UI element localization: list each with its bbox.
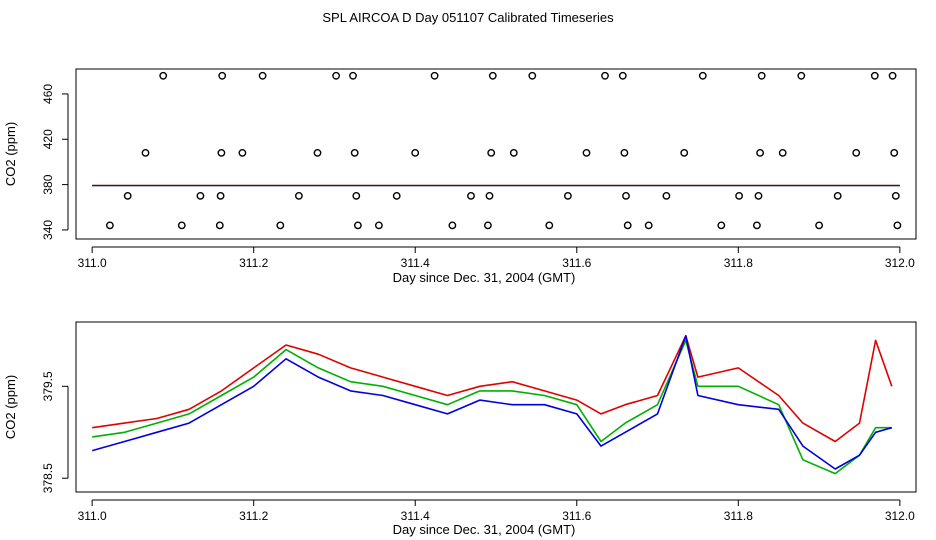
calibration-point <box>313 148 322 157</box>
calibration-point <box>294 191 303 200</box>
calibration-point <box>350 148 359 157</box>
calibration-point <box>483 221 492 230</box>
timeseries-plot-frame <box>75 321 917 493</box>
timeseries-x-tick-label: 311.2 <box>239 509 268 523</box>
series-line-blue <box>91 334 893 470</box>
calibration-point <box>215 221 224 230</box>
calibration-point <box>467 191 475 200</box>
calibration-point <box>448 221 457 230</box>
calibration-point <box>698 71 707 80</box>
calibration-point <box>487 148 496 157</box>
calibration-point <box>258 71 267 80</box>
calibration-point <box>680 148 689 157</box>
calibration-point <box>662 191 671 200</box>
calibration-point <box>756 148 764 157</box>
calibration-point <box>509 148 518 157</box>
calibration-point <box>753 221 761 230</box>
calibration-point <box>833 191 842 200</box>
calibration-point <box>488 71 497 80</box>
calibration-point <box>545 221 554 230</box>
calibration-point <box>411 148 420 157</box>
calibration-point <box>353 221 362 230</box>
timeseries-panel: 311.0 311.2 311.4 311.6 311.8 312.0 378.5 379.… <box>3 321 917 537</box>
series-line-red <box>92 334 893 443</box>
calibration-y-tick-label: 420 <box>41 129 55 149</box>
calibration-point <box>528 71 537 80</box>
calibration-point <box>893 221 902 230</box>
calibration-x-tick-label: 311.4 <box>401 256 430 270</box>
calibration-point <box>890 148 899 157</box>
series-line-green <box>92 339 892 475</box>
timeseries-x-tick-label: 311.6 <box>562 509 591 523</box>
calibration-point <box>238 148 247 157</box>
timeseries-x-tick-label: 311.4 <box>401 509 430 523</box>
calibration-panel: 311.0 311.2 311.4 311.6 311.8 312.0 340 380 420… <box>3 68 917 285</box>
calibration-y-label: CO2 (ppm) <box>3 122 18 186</box>
timeseries-x-tick-label: 311.0 <box>78 509 107 523</box>
calibration-point <box>123 191 132 200</box>
calibration-point <box>582 148 591 157</box>
timeseries-y-label: CO2 (ppm) <box>3 375 18 439</box>
calibration-point <box>564 191 572 200</box>
calibration-point <box>216 191 225 200</box>
chart-title: SPL AIRCOA D Day 051107 Calibrated Times… <box>322 10 614 25</box>
calibration-x-tick-label: 311.6 <box>562 256 591 270</box>
calibration-y-axis: 340 380 420 460 <box>41 84 69 240</box>
calibration-point <box>778 148 787 157</box>
calibration-x-axis: 311.0 311.2 311.4 311.6 311.8 312.0 <box>78 246 915 270</box>
calibration-y-tick-label: 380 <box>41 174 55 194</box>
calibration-point <box>891 191 900 200</box>
calibration-point <box>618 71 627 80</box>
calibration-point <box>159 71 168 80</box>
calibration-point <box>141 148 150 157</box>
calibration-point <box>485 191 494 200</box>
calibration-y-tick-label: 460 <box>41 84 55 104</box>
calibration-point <box>106 221 114 230</box>
calibration-point <box>888 71 897 80</box>
calibration-x-label: Day since Dec. 31, 2004 (GMT) <box>393 270 576 285</box>
calibration-x-tick-label: 311.0 <box>78 256 107 270</box>
calibration-point <box>717 221 726 230</box>
calibration-x-tick-label: 311.2 <box>239 256 268 270</box>
calibration-point <box>374 221 383 230</box>
calibration-point <box>392 191 401 200</box>
calibration-plot-frame <box>75 68 917 240</box>
calibration-point <box>620 148 629 157</box>
calibration-x-tick-label: 311.8 <box>724 256 753 270</box>
timeseries-x-label: Day since Dec. 31, 2004 (GMT) <box>393 522 576 537</box>
timeseries-y-tick-label: 379.5 <box>41 371 55 401</box>
calibration-point <box>735 191 743 200</box>
calibration-point <box>349 71 357 80</box>
calibration-point <box>196 191 205 200</box>
calibration-point <box>430 71 439 80</box>
calibration-point <box>177 221 186 230</box>
calibration-y-tick-label: 340 <box>41 220 55 240</box>
calibration-point <box>870 71 879 80</box>
calibration-point <box>217 148 226 157</box>
calibration-point <box>623 221 632 230</box>
calibration-points <box>106 71 902 230</box>
timeseries-y-axis: 378.5 379.5 <box>41 371 69 493</box>
calibration-point <box>815 221 823 230</box>
timeseries-x-tick-label: 311.8 <box>724 509 753 523</box>
timeseries-x-axis: 311.0 311.2 311.4 311.6 311.8 312.0 <box>78 499 915 523</box>
calibration-point <box>332 71 340 80</box>
timeseries-x-tick-label: 312.0 <box>885 509 915 523</box>
calibration-point <box>601 71 609 80</box>
timeseries-y-tick-label: 378.5 <box>41 463 55 493</box>
calibration-point <box>276 221 285 230</box>
calibration-point <box>757 71 766 80</box>
calibration-point <box>754 191 763 200</box>
calibration-point <box>622 191 630 200</box>
calibration-point <box>797 71 806 80</box>
calibration-point <box>644 221 653 230</box>
calibration-point <box>352 191 361 200</box>
calibration-point <box>218 71 227 80</box>
timeseries-lines <box>91 334 893 475</box>
calibration-x-tick-label: 312.0 <box>885 256 915 270</box>
calibration-point <box>852 148 861 157</box>
